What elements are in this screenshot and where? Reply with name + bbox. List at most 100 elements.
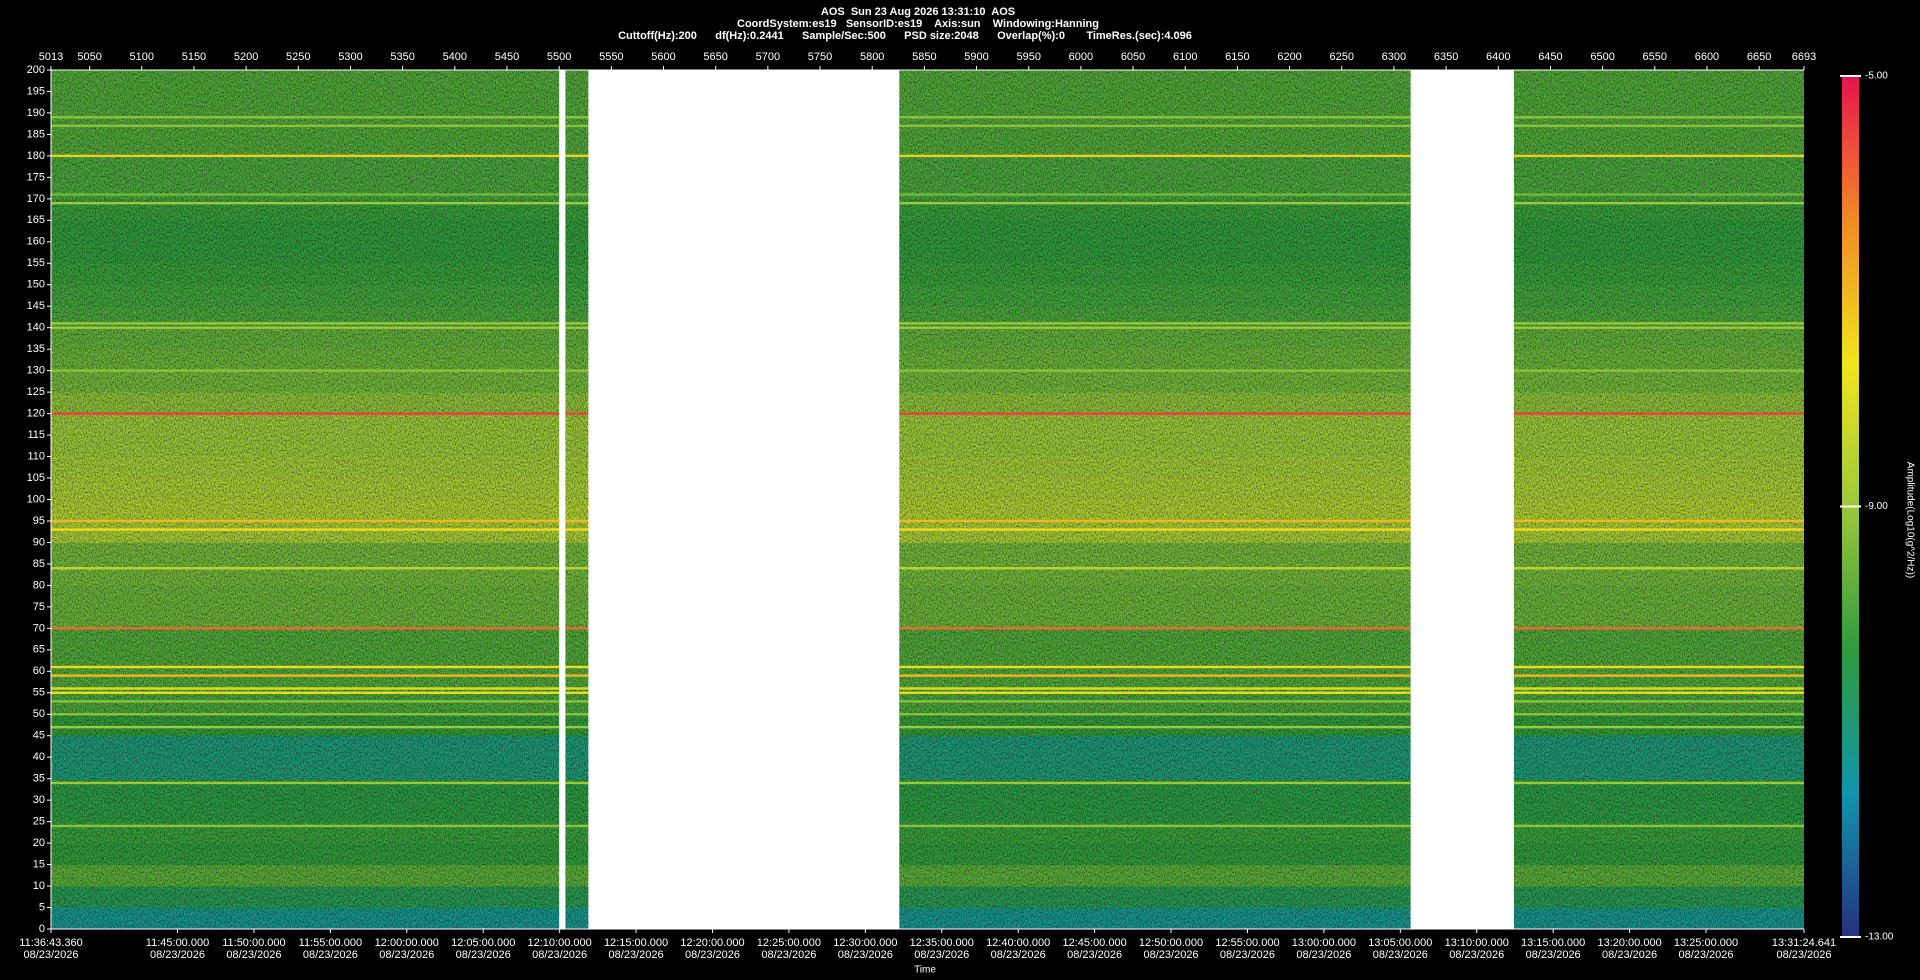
- x-tick-date: 08/23/2026: [914, 949, 969, 961]
- x2-tick-label: 5650: [703, 51, 727, 63]
- y-tick-label: 35: [33, 773, 45, 785]
- x-tick-date: 08/23/2026: [1373, 949, 1428, 961]
- spectral-line: [1513, 369, 1804, 372]
- x2-tick-label: 6400: [1486, 51, 1510, 63]
- grain: [565, 70, 589, 929]
- spectral-line: [1513, 725, 1804, 729]
- spectral-line: [51, 369, 560, 372]
- spectral-line: [565, 528, 589, 531]
- chart-title: AOS Sun 23 Aug 2026 13:31:10 AOS: [821, 6, 1015, 18]
- x-tick-date: 08/23/2026: [609, 949, 664, 961]
- spectral-line: [51, 665, 560, 669]
- y-tick-label: 155: [27, 257, 45, 269]
- spectral-line: [899, 700, 1411, 703]
- spectral-line: [899, 412, 1411, 415]
- y-tick-label: 180: [27, 150, 45, 162]
- spectral-line: [1513, 781, 1804, 785]
- spectral-line: [51, 193, 560, 196]
- spectral-line: [565, 687, 589, 690]
- x2-tick-label: 5500: [547, 51, 571, 63]
- x2-tick-label: 5400: [443, 51, 467, 63]
- x-tick-label: 11:45:00.000: [146, 937, 209, 949]
- x-tick-date: 08/23/2026: [685, 949, 740, 961]
- x-tick-label: 12:25:00.000: [757, 937, 821, 949]
- spectral-line: [565, 700, 589, 703]
- spectral-line: [1513, 528, 1804, 531]
- spectral-line: [1513, 519, 1804, 523]
- x2-tick-label: 6250: [1330, 51, 1354, 63]
- x-tick-date: 08/23/2026: [150, 949, 205, 961]
- y-tick-label: 140: [27, 322, 45, 334]
- spectral-line: [899, 567, 1411, 570]
- spectral-line: [899, 116, 1411, 119]
- x2-tick-label: 5300: [338, 51, 362, 63]
- x-tick-label: 13:20:00.000: [1597, 937, 1661, 949]
- x-tick-date: 08/23/2026: [991, 949, 1046, 961]
- spectral-line: [899, 713, 1411, 716]
- spectral-line: [1513, 201, 1804, 205]
- y-tick-label: 190: [27, 107, 45, 119]
- y-tick-label: 150: [27, 279, 45, 291]
- x-tick-label: 12:55:00.000: [1215, 937, 1279, 949]
- spectral-line: [899, 519, 1411, 523]
- spectral-line: [899, 528, 1411, 531]
- grain: [1513, 70, 1804, 929]
- x2-tick-label: 5100: [130, 51, 154, 63]
- y-tick-label: 120: [27, 408, 45, 420]
- x-tick-label: 11:50:00.000: [222, 937, 285, 949]
- spectral-line: [899, 665, 1411, 669]
- x-tick-date: 08/23/2026: [379, 949, 434, 961]
- x-tick-label: 12:15:00.000: [604, 937, 668, 949]
- x-tick-label: 12:05:00.000: [451, 937, 515, 949]
- spectral-line: [1513, 116, 1804, 119]
- spectral-line: [51, 201, 560, 205]
- y-tick-label: 50: [33, 708, 45, 720]
- x2-limit-label: 5013: [39, 51, 63, 63]
- x2-tick-label: 6050: [1121, 51, 1145, 63]
- spectral-line: [565, 201, 589, 205]
- spectral-line: [51, 824, 560, 828]
- spectral-line: [1513, 193, 1804, 196]
- x-tick-date: 08/23/2026: [226, 949, 281, 961]
- spectral-line: [565, 412, 589, 415]
- spectral-line: [565, 369, 589, 372]
- y-tick-label: 45: [33, 730, 45, 742]
- y-tick-label: 195: [27, 85, 45, 97]
- y-tick-label: 5: [39, 901, 45, 913]
- spectral-line: [51, 124, 560, 128]
- chart-subtitle: CoordSystem:es19 SensorID:es19 Axis:sun …: [737, 18, 1099, 30]
- y-tick-label: 90: [33, 536, 45, 548]
- spectral-line: [1513, 691, 1804, 694]
- colorbar-label: Amplitude(Log10(g^2/Hz)): [1904, 462, 1915, 578]
- y-tick-label: 65: [33, 644, 45, 656]
- y-tick-label: 160: [27, 236, 45, 248]
- y-tick-label: 200: [27, 64, 45, 76]
- x-tick-date: 08/23/2026: [1296, 949, 1351, 961]
- x-axis-label: Time: [914, 965, 936, 976]
- x2-tick-label: 5450: [495, 51, 519, 63]
- spectral-line: [899, 691, 1411, 694]
- spectral-line: [1513, 322, 1804, 325]
- spectral-line: [1513, 687, 1804, 690]
- spectral-line: [1513, 665, 1804, 669]
- x2-tick-label: 5950: [1016, 51, 1040, 63]
- y-tick-label: 130: [27, 365, 45, 377]
- x-tick-date: 08/23/2026: [1526, 949, 1581, 961]
- x2-tick-label: 5350: [390, 51, 414, 63]
- x-tick-label: 11:55:00.000: [299, 937, 362, 949]
- x-tick-date: 08/23/2026: [1776, 949, 1831, 961]
- grain: [899, 70, 1411, 929]
- spectral-line: [1513, 824, 1804, 828]
- spectral-line: [1513, 124, 1804, 128]
- spectral-line: [565, 627, 589, 630]
- spectral-line: [51, 116, 560, 119]
- spectral-line: [565, 674, 589, 677]
- spectral-line: [51, 528, 560, 531]
- y-tick-label: 85: [33, 558, 45, 570]
- spectral-line: [1513, 412, 1804, 415]
- spectral-line: [565, 781, 589, 785]
- x2-tick-label: 6200: [1277, 51, 1301, 63]
- y-tick-label: 15: [33, 858, 45, 870]
